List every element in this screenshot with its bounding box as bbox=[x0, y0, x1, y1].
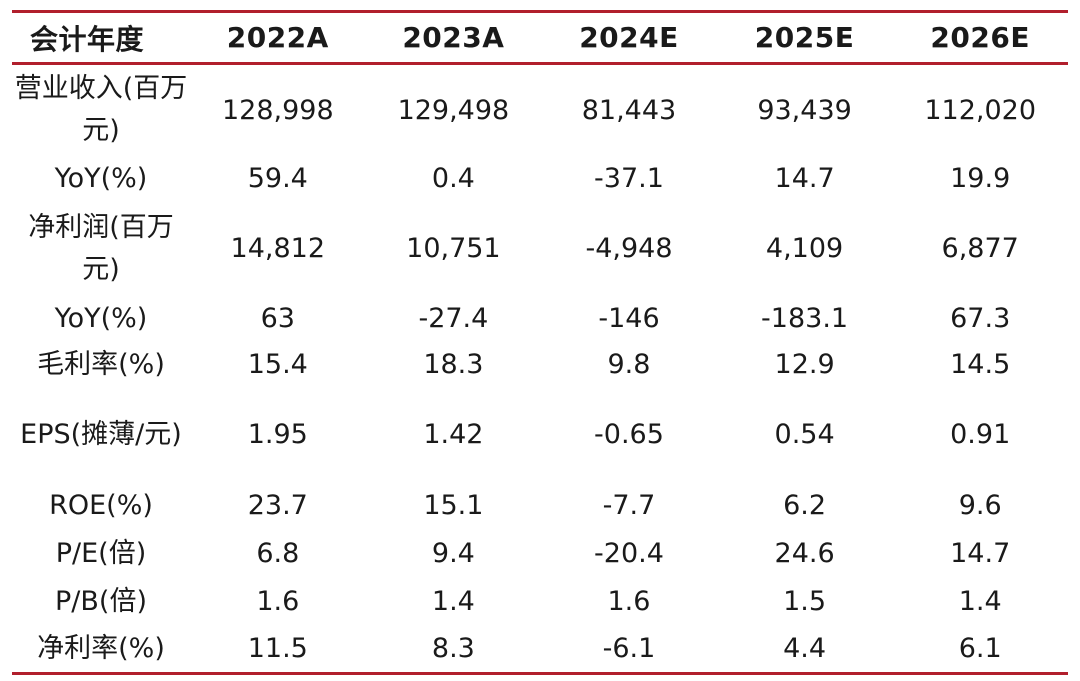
table-row-gross-margin: 毛利率(%) 15.4 18.3 9.8 12.9 14.5 bbox=[12, 342, 1068, 388]
table-cell: 112,020 bbox=[924, 94, 1037, 126]
table-cell: 19.9 bbox=[950, 163, 1011, 194]
table-cell: 14.7 bbox=[774, 163, 835, 194]
table-cell: -183.1 bbox=[761, 303, 849, 334]
table-cell: 128,998 bbox=[221, 94, 334, 126]
financial-forecast-table: 会计年度 2022A 2023A 2024E 2025E 2026E 营业收入(… bbox=[12, 10, 1068, 675]
row-label: EPS(摊薄/元) bbox=[20, 418, 182, 450]
column-header-2025e: 2025E bbox=[716, 10, 893, 65]
table-cell: 63 bbox=[260, 303, 295, 334]
column-header-2024e: 2024E bbox=[541, 10, 717, 65]
column-header-fiscal-year: 会计年度 bbox=[12, 10, 190, 65]
table-cell: -6.1 bbox=[541, 625, 717, 675]
row-label: YoY(%) bbox=[54, 162, 148, 194]
row-label: P/E(倍) bbox=[55, 537, 147, 569]
table-cell: 9.4 bbox=[431, 538, 475, 569]
table-cell: -37.1 bbox=[594, 163, 664, 194]
row-label: 净利率(%) bbox=[12, 625, 190, 675]
column-header-2023a: 2023A bbox=[365, 10, 542, 65]
table-cell: 9.6 bbox=[958, 490, 1002, 521]
table-cell: 0.91 bbox=[950, 419, 1011, 450]
table-cell: 1.95 bbox=[247, 419, 308, 450]
table-row-net-profit-yoy: YoY(%) 63 -27.4 -146 -183.1 67.3 bbox=[12, 296, 1068, 342]
table-cell: 12.9 bbox=[774, 349, 835, 380]
column-header-2026e: 2026E bbox=[892, 10, 1068, 65]
table-row-net-margin: 净利率(%) 11.5 8.3 -6.1 4.4 6.1 bbox=[12, 625, 1068, 675]
table-cell: 129,498 bbox=[397, 94, 510, 126]
table-cell: 1.42 bbox=[423, 419, 484, 450]
table-cell: 81,443 bbox=[581, 94, 677, 126]
table-cell: 1.5 bbox=[783, 586, 827, 617]
table-cell: 15.4 bbox=[247, 349, 308, 380]
table-cell: 4.4 bbox=[716, 625, 893, 675]
financial-forecast-table-container: 会计年度 2022A 2023A 2024E 2025E 2026E 营业收入(… bbox=[12, 10, 1068, 675]
table-row-revenue-yoy: YoY(%) 59.4 0.4 -37.1 14.7 19.9 bbox=[12, 156, 1068, 202]
table-cell: 6.1 bbox=[892, 625, 1068, 675]
table-cell: 8.3 bbox=[365, 625, 542, 675]
table-cell: -7.7 bbox=[602, 490, 656, 521]
table-cell: 23.7 bbox=[247, 490, 308, 521]
table-cell: 9.8 bbox=[607, 349, 651, 380]
table-cell: 18.3 bbox=[423, 349, 484, 380]
table-cell: 15.1 bbox=[423, 490, 484, 521]
table-cell: 59.4 bbox=[247, 163, 308, 194]
row-label: 毛利率(%) bbox=[37, 348, 165, 380]
table-cell: 6.8 bbox=[256, 538, 300, 569]
table-cell: 10,751 bbox=[406, 233, 501, 264]
table-row-revenue: 营业收入(百万元) 128,998 129,498 81,443 93,439 … bbox=[12, 64, 1068, 156]
table-cell: 11.5 bbox=[190, 625, 366, 675]
table-cell: 6,877 bbox=[941, 233, 1019, 264]
table-cell: -4,948 bbox=[585, 233, 673, 264]
table-cell: 1.4 bbox=[431, 586, 475, 617]
table-cell: 14.5 bbox=[950, 349, 1011, 380]
table-row-pb: P/B(倍) 1.6 1.4 1.6 1.5 1.4 bbox=[12, 578, 1068, 626]
table-cell: 0.54 bbox=[774, 419, 835, 450]
table-cell: 1.6 bbox=[256, 586, 300, 617]
table-cell: -20.4 bbox=[594, 538, 664, 569]
row-label: YoY(%) bbox=[54, 302, 148, 334]
table-cell: 24.6 bbox=[774, 538, 835, 569]
table-cell: 14,812 bbox=[230, 233, 326, 264]
table-row-pe: P/E(倍) 6.8 9.4 -20.4 24.6 14.7 bbox=[12, 530, 1068, 578]
row-label: 净利润(百万元) bbox=[28, 211, 174, 285]
table-cell: 1.6 bbox=[607, 586, 651, 617]
table-cell: 4,109 bbox=[765, 233, 844, 264]
table-row-net-profit: 净利润(百万元) 14,812 10,751 -4,948 4,109 6,87… bbox=[12, 202, 1068, 296]
row-label: 营业收入(百万元) bbox=[14, 73, 188, 147]
table-cell: 67.3 bbox=[950, 303, 1011, 334]
table-row-roe: ROE(%) 23.7 15.1 -7.7 6.2 9.6 bbox=[12, 482, 1068, 530]
table-cell: 93,439 bbox=[757, 94, 852, 126]
table-cell: -0.65 bbox=[594, 419, 664, 450]
column-header-2022a: 2022A bbox=[190, 10, 366, 65]
table-cell: 6.2 bbox=[783, 490, 827, 521]
row-label: P/B(倍) bbox=[55, 585, 147, 617]
table-header-row: 会计年度 2022A 2023A 2024E 2025E 2026E bbox=[12, 10, 1068, 65]
table-cell: -146 bbox=[598, 303, 660, 334]
table-row-eps: EPS(摊薄/元) 1.95 1.42 -0.65 0.54 0.91 bbox=[12, 388, 1068, 482]
table-cell: 14.7 bbox=[950, 538, 1011, 569]
table-cell: -27.4 bbox=[418, 303, 489, 334]
row-label: ROE(%) bbox=[49, 489, 153, 521]
table-cell: 0.4 bbox=[431, 163, 475, 194]
table-cell: 1.4 bbox=[958, 586, 1002, 617]
